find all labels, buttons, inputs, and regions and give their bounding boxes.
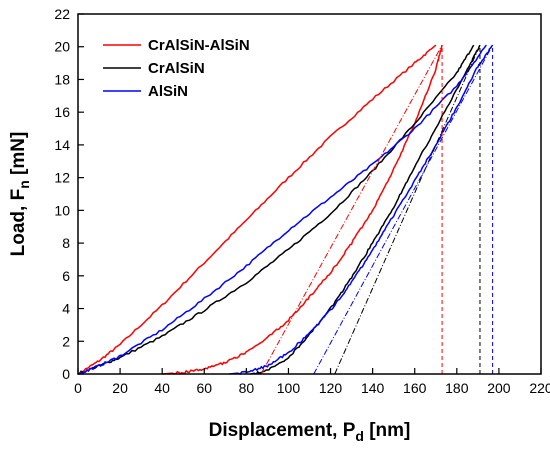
series-alsin-loading-line bbox=[77, 44, 487, 375]
series-cralsin-alsin-loading-line bbox=[78, 44, 437, 375]
y-axis-ticks: 0 2 4 6 8 10 12 14 16 18 20 22 bbox=[54, 6, 84, 382]
y-tick-label: 6 bbox=[62, 268, 70, 284]
series-alsin-tangent-line bbox=[313, 44, 494, 375]
series-cralsin-alsin-tangent-line bbox=[260, 44, 443, 375]
y-tick-label: 2 bbox=[62, 333, 70, 349]
y-tick-label: 20 bbox=[54, 39, 70, 55]
x-tick-label: 80 bbox=[239, 380, 255, 396]
y-tick-label: 14 bbox=[54, 137, 70, 153]
y-tick-label: 0 bbox=[62, 366, 70, 382]
series-cralsin-unloading-line bbox=[250, 44, 481, 375]
x-tick-label: 200 bbox=[487, 380, 511, 396]
plot-frame bbox=[77, 13, 542, 375]
legend-label-cralsin-alsin: CrAlSiN-AlSiN bbox=[148, 37, 250, 54]
x-tick-label: 120 bbox=[319, 380, 343, 396]
x-tick-label: 100 bbox=[277, 380, 301, 396]
x-axis-title-unit: [nm] bbox=[364, 420, 410, 441]
legend-label-cralsin: CrAlSiN bbox=[148, 60, 205, 77]
series-cralsin-tangent-line bbox=[334, 44, 481, 375]
series-cralsin-loading-line bbox=[77, 44, 475, 375]
x-tick-label: 0 bbox=[74, 380, 82, 396]
series-alsin-unloading-line bbox=[229, 44, 494, 375]
y-tick-label: 22 bbox=[54, 6, 70, 22]
y-tick-label: 8 bbox=[62, 235, 70, 251]
legend: CrAlSiN-AlSiN CrAlSiN AlSiN bbox=[103, 37, 250, 100]
x-tick-label: 220 bbox=[529, 380, 550, 396]
x-tick-label: 40 bbox=[154, 380, 170, 396]
y-tick-label: 18 bbox=[54, 71, 70, 87]
guide-lines-layer bbox=[260, 44, 494, 375]
x-axis-title: Displacement, Pd [nm] bbox=[209, 420, 411, 444]
x-tick-label: 160 bbox=[403, 380, 427, 396]
curves-layer bbox=[77, 44, 494, 375]
y-tick-label: 4 bbox=[62, 301, 70, 317]
y-axis-title: Load, Fn [mN] bbox=[8, 132, 32, 257]
y-tick-label: 16 bbox=[54, 104, 70, 120]
y-tick-label: 10 bbox=[54, 202, 70, 218]
legend-label-alsin: AlSiN bbox=[148, 83, 188, 100]
series-cralsin-alsin-unloading-line bbox=[162, 44, 443, 375]
y-tick-label: 12 bbox=[54, 170, 70, 186]
x-tick-label: 20 bbox=[112, 380, 128, 396]
y-axis-title-subscript: n bbox=[16, 180, 32, 189]
x-tick-label: 140 bbox=[361, 380, 385, 396]
y-axis-title-unit: [mN] bbox=[8, 132, 29, 181]
x-axis-title-subscript: d bbox=[355, 428, 364, 444]
y-axis-title-group: Load, Fn [mN] bbox=[8, 132, 32, 257]
x-tick-label: 60 bbox=[196, 380, 212, 396]
x-tick-label: 180 bbox=[445, 380, 469, 396]
x-axis-title-main: Displacement, P bbox=[209, 420, 356, 441]
y-axis-title-main: Load, F bbox=[8, 189, 29, 257]
x-axis-ticks: 0 20 40 60 80 100 120 140 160 180 200 220 bbox=[74, 368, 550, 396]
